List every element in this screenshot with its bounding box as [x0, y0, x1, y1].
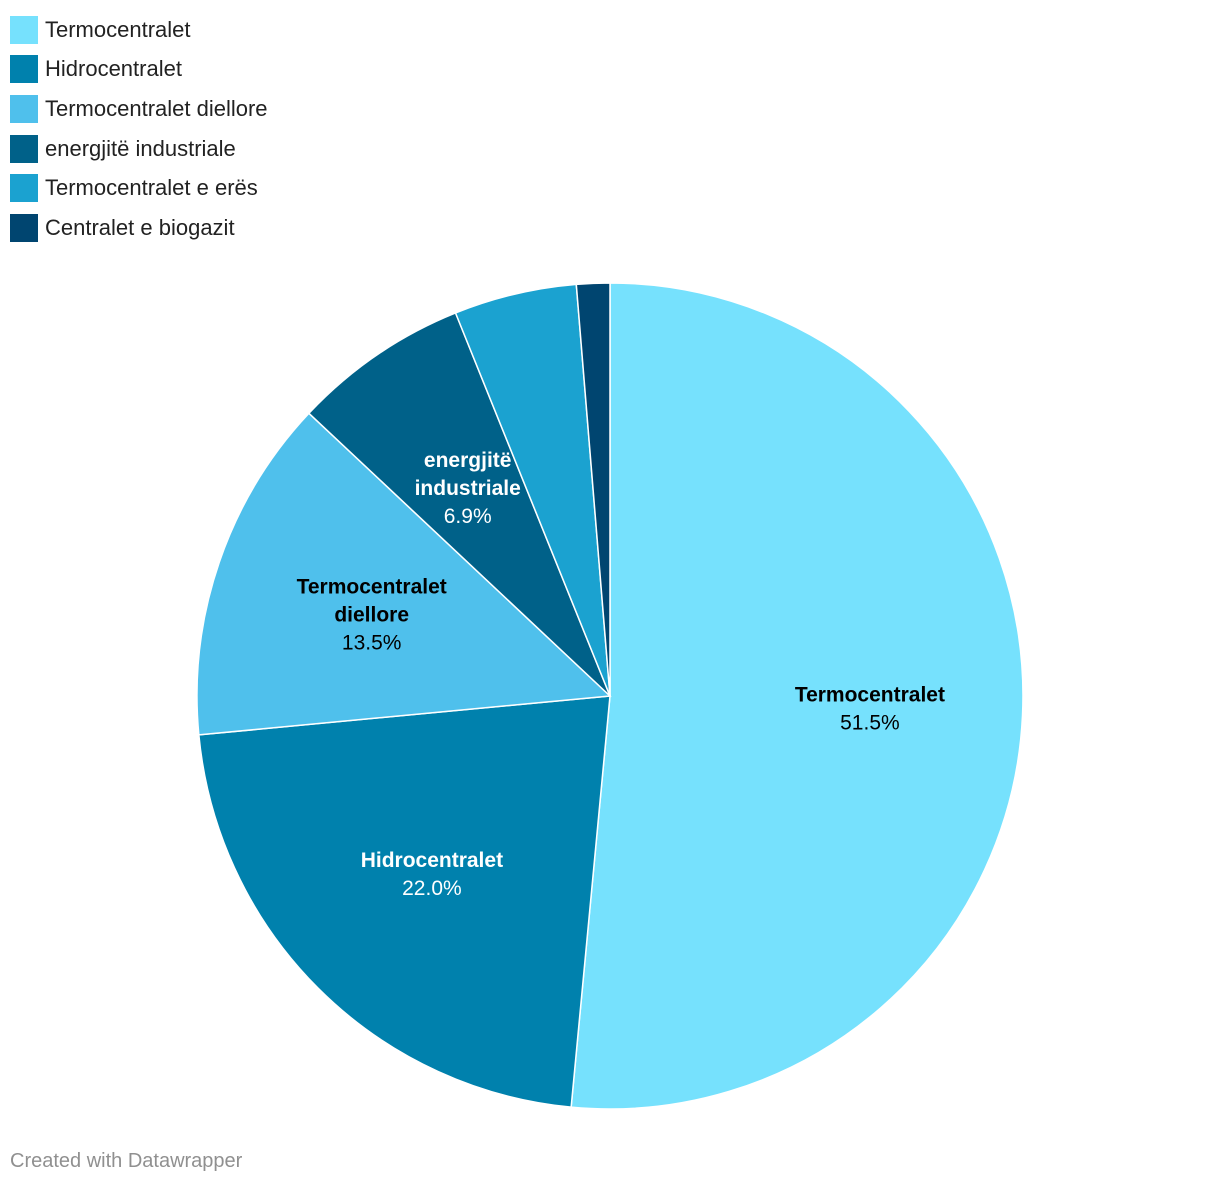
- legend-label: Termocentralet e erës: [45, 175, 258, 201]
- legend-swatch: [10, 134, 38, 163]
- pie-slice-hidrocentralet: [198, 695, 611, 1108]
- legend-label: Hidrocentralet: [45, 56, 182, 82]
- legend-swatch: [10, 174, 38, 203]
- pie-slice-centralet-e-biogazit: [575, 282, 611, 697]
- pie-slice-termocentralet-diellore: [196, 412, 612, 736]
- legend-item-energjite-industriale: energjitë industriale: [10, 129, 268, 169]
- slice-label-hidrocentralet: Hidrocentralet 22.0%: [361, 849, 503, 900]
- legend-label: Centralet e biogazit: [45, 214, 235, 240]
- legend-swatch: [10, 15, 38, 44]
- pie-slice-energjite-industriale: [307, 311, 611, 697]
- slice-label-name: Termocentralet: [297, 575, 447, 598]
- slice-label-name: industriale: [415, 477, 521, 500]
- slice-value-label: 13.5%: [342, 631, 402, 654]
- legend-label: Termocentralet diellore: [45, 95, 268, 121]
- slice-value-label: 6.9%: [444, 505, 492, 528]
- legend-item-centralet-e-biogazit: Centralet e biogazit: [10, 208, 268, 248]
- pie-slice-termocentralet: [570, 282, 1024, 1110]
- legend-item-termocentralet-e-eres: Termocentralet e erës: [10, 168, 268, 208]
- slice-label-name: Termocentralet: [795, 683, 945, 706]
- legend-item-termocentralet-diellore: Termocentralet diellore: [10, 89, 268, 129]
- slice-label-termocentralet: Termocentralet 51.5%: [795, 683, 945, 734]
- legend-label: energjitë industriale: [45, 135, 236, 161]
- slice-label-name: Hidrocentralet: [361, 849, 503, 872]
- slice-label-termocentralet-diellore: Termocentralet diellore 13.5%: [297, 575, 447, 654]
- slice-value-label: 51.5%: [840, 711, 900, 734]
- legend-item-hidrocentralet: Hidrocentralet: [10, 50, 268, 90]
- slice-value-label: 22.0%: [402, 877, 462, 900]
- legend-item-termocentralet: Termocentralet: [10, 10, 268, 50]
- chart-legend: Termocentralet Hidrocentralet Termocentral…: [10, 10, 268, 248]
- slice-label-name: energjitë: [424, 449, 512, 472]
- slice-label-name: diellore: [334, 603, 409, 626]
- datawrapper-credit: Created with Datawrapper: [10, 1150, 243, 1172]
- legend-swatch: [10, 55, 38, 84]
- slice-label-energjite-industriale: energjitë industriale 6.9%: [415, 449, 521, 528]
- legend-swatch: [10, 213, 38, 242]
- legend-label: Termocentralet: [45, 16, 191, 42]
- legend-swatch: [10, 94, 38, 123]
